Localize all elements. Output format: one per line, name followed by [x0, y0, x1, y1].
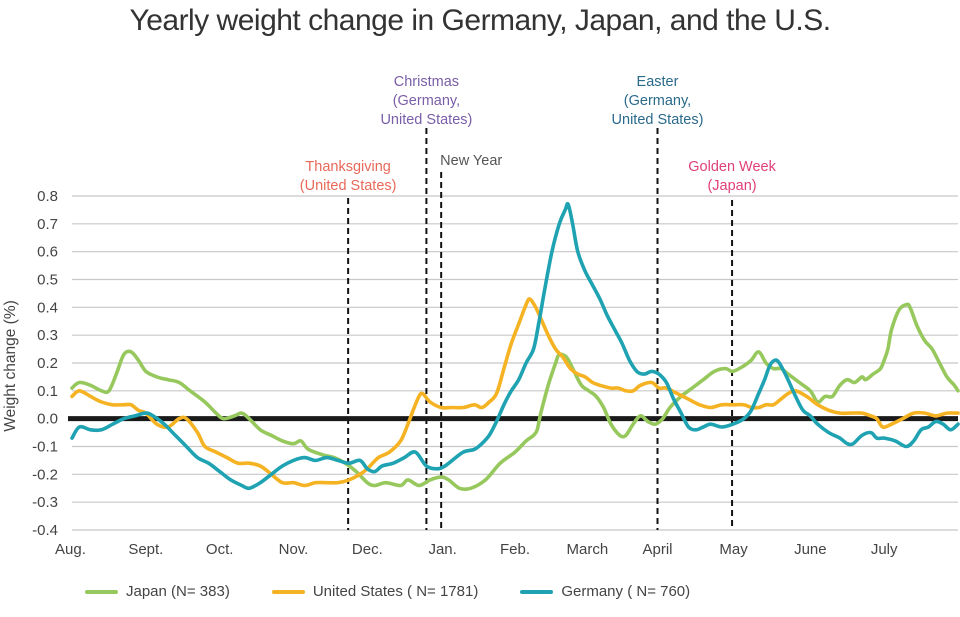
legend: Japan (N= 383) United States ( N= 1781) … [85, 583, 732, 600]
annotation-label: (Germany, [624, 93, 691, 109]
annotation-label: (Japan) [707, 178, 756, 194]
y-tick-label: -0.4 [32, 522, 58, 539]
x-tick-label: Nov. [279, 541, 309, 558]
annotation-label: Thanksgiving [305, 159, 390, 175]
y-tick-label: 0.6 [37, 244, 58, 261]
x-tick-label: Sept. [128, 541, 163, 558]
y-tick-label: 0.1 [37, 383, 58, 400]
y-tick-label: 0.2 [37, 355, 58, 372]
y-axis-ticks: 0.8 0.7 0.6 0.5 0.4 0.3 0.2 0.1 0.0 -0.1 -0.2 -0.3 -… [32, 188, 58, 539]
x-tick-label: March [567, 541, 609, 558]
series-line-united-states [70, 297, 960, 488]
series-line-japan [70, 302, 960, 492]
legend-label-united-states: United States ( N= 1781) [312, 583, 479, 600]
y-tick-label: 0.3 [37, 327, 58, 344]
x-tick-label: Dec. [352, 541, 383, 558]
annotation-label: United States) [380, 112, 472, 128]
legend-swatch-united-states [271, 589, 305, 594]
legend-item-japan[interactable]: Japan (N= 383) [85, 583, 230, 600]
x-tick-label: April [642, 541, 672, 558]
legend-label-germany: Germany ( N= 760) [561, 583, 691, 600]
y-tick-label: -0.3 [32, 494, 58, 511]
y-tick-label: -0.1 [32, 439, 58, 456]
y-axis-label: Weight change (%) [2, 300, 19, 432]
annotation-label: New Year [440, 153, 502, 169]
x-tick-label: July [871, 541, 898, 558]
annotation-label: Christmas [394, 74, 459, 90]
legend-item-germany[interactable]: Germany ( N= 760) [520, 583, 690, 600]
legend-swatch-japan [85, 589, 118, 594]
y-tick-label: 0.7 [37, 216, 58, 233]
x-tick-label: June [794, 541, 827, 558]
series-lines [70, 201, 960, 492]
annotation-label: Golden Week [688, 159, 776, 175]
legend-swatch-germany [520, 589, 554, 594]
y-tick-label: 0.4 [37, 299, 58, 316]
legend-item-united-states[interactable]: United States ( N= 1781) [271, 583, 479, 600]
y-tick-label: 0.5 [37, 272, 58, 289]
annotation-label: (United States) [300, 178, 397, 194]
x-tick-label: May [719, 541, 748, 558]
x-tick-label: Jan. [428, 541, 456, 558]
y-tick-label: -0.2 [32, 466, 58, 483]
gridlines [72, 195, 958, 531]
series-line-germany [70, 201, 960, 491]
x-axis-ticks: Aug. Sept. Oct. Nov. Dec. Jan. Feb. March April M… [55, 541, 898, 558]
annotation-label: United States) [612, 112, 704, 128]
annotation-label: (Germany, [393, 93, 460, 109]
annotation-label: Easter [637, 74, 679, 90]
annotations: Thanksgiving (United States) Christmas (Ger… [300, 74, 777, 530]
legend-label-japan: Japan (N= 383) [126, 583, 230, 600]
y-tick-label: 0.8 [37, 188, 58, 205]
y-tick-label: 0.0 [37, 411, 58, 428]
x-tick-label: Oct. [206, 541, 234, 558]
x-tick-label: Feb. [500, 541, 530, 558]
x-tick-label: Aug. [55, 541, 86, 558]
chart-title: Yearly weight change in Germany, Japan, … [129, 4, 831, 37]
